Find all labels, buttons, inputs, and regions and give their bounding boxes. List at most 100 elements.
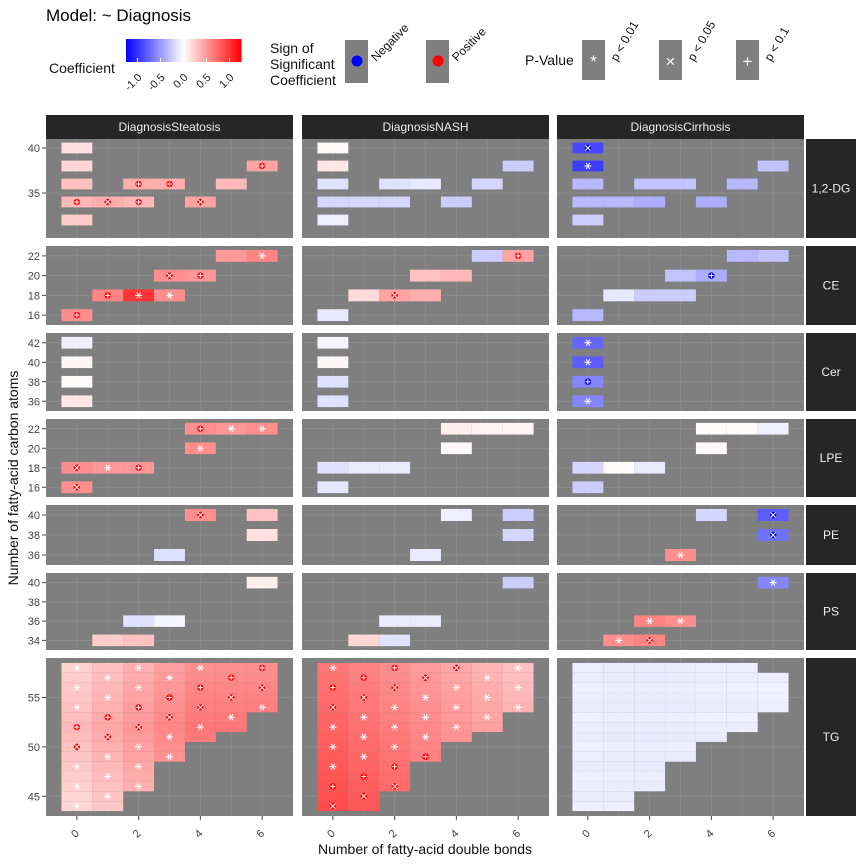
- heatmap-cell: [471, 662, 503, 673]
- colorbar-segment: [206, 39, 209, 62]
- column-strip-label: DiagnosisNASH: [382, 120, 468, 134]
- significance-marker: [329, 763, 337, 770]
- heatmap-cell: [410, 178, 441, 190]
- heatmap-cell: [502, 672, 534, 683]
- heatmap-cell: [154, 615, 185, 627]
- legend-pvalue-key: [659, 40, 682, 80]
- heatmap-cell: [348, 461, 380, 474]
- heatmap-cell: [471, 702, 503, 713]
- heatmap-cell: [317, 692, 349, 703]
- colorbar-segment: [136, 39, 139, 62]
- heatmap-cell: [379, 692, 411, 703]
- significance-marker: [391, 783, 398, 790]
- heatmap-cell: [61, 356, 93, 369]
- heatmap-cell: [726, 422, 758, 435]
- heatmap-cell: [695, 509, 727, 521]
- significance-marker: [196, 444, 204, 452]
- significance-marker: [135, 180, 142, 188]
- significance-marker: [228, 674, 235, 681]
- heatmap-cell: [348, 801, 380, 812]
- significance-marker: [104, 714, 111, 721]
- heatmap-cell: [123, 634, 155, 647]
- column-strip: [557, 115, 804, 139]
- colorbar-segment: [161, 39, 164, 62]
- significance-marker: [73, 783, 81, 790]
- heatmap-cell: [603, 771, 635, 782]
- heatmap-cell: [757, 422, 789, 435]
- colorbar-segment: [151, 39, 154, 62]
- heatmap-cell: [603, 712, 635, 723]
- heatmap-cell: [634, 781, 666, 792]
- legend-pvalue-symbol: ×: [666, 52, 676, 71]
- heatmap-cell: [440, 692, 472, 703]
- column-strip: [46, 115, 293, 139]
- y-tick-label: 38: [28, 377, 40, 389]
- heatmap-cell: [246, 529, 278, 541]
- heatmap-cell: [410, 702, 441, 713]
- significance-marker: [104, 753, 112, 761]
- colorbar-segment: [193, 39, 197, 62]
- x-tick-label: 0: [69, 828, 82, 841]
- colorbar-tick-label: 1.0: [217, 72, 236, 91]
- heatmap-cell: [695, 662, 727, 673]
- marker-stroke: [229, 425, 234, 433]
- significance-marker: [73, 684, 81, 691]
- row-strip: [806, 505, 856, 565]
- marker-stroke: [360, 694, 367, 701]
- marker-stroke: [454, 704, 459, 711]
- x-tick-label: 6: [254, 828, 267, 841]
- significance-marker: [391, 664, 398, 672]
- heatmap-cell: [215, 722, 247, 733]
- legend-pvalue-title: P-Value: [525, 52, 574, 68]
- y-axis-title: Number of fatty-acid carbon atoms: [5, 371, 21, 586]
- colorbar-segment: [236, 39, 239, 62]
- significance-marker: [677, 551, 684, 559]
- legend-sign-title: Coefficient: [270, 72, 336, 88]
- marker-stroke: [392, 723, 397, 731]
- y-tick-label: 36: [28, 616, 40, 628]
- colorbar-segment: [131, 39, 134, 62]
- heatmap-cell: [634, 722, 666, 733]
- colorbar-segment: [128, 39, 132, 62]
- heatmap-cell: [757, 702, 789, 713]
- colorbar-segment: [158, 39, 162, 62]
- marker-stroke: [74, 704, 80, 711]
- significance-marker: [329, 802, 337, 810]
- significance-marker: [422, 753, 429, 760]
- significance-marker: [329, 723, 337, 731]
- significance-marker: [135, 684, 143, 691]
- colorbar-segment: [198, 39, 202, 62]
- significance-marker: [73, 802, 81, 810]
- heatmap-cell: [317, 461, 349, 474]
- marker-stroke: [259, 684, 265, 691]
- heatmap-cell: [61, 160, 93, 172]
- heatmap-cell: [603, 741, 635, 752]
- y-tick-label: 40: [28, 357, 40, 369]
- significance-marker: [422, 674, 429, 681]
- heatmap-cell: [695, 442, 727, 455]
- x-tick-label: 4: [449, 828, 462, 841]
- legend-sign-dot: [351, 55, 363, 67]
- marker-stroke: [197, 512, 204, 518]
- heatmap-cell: [603, 702, 635, 713]
- heatmap-cell: [348, 196, 380, 208]
- heatmap-cell: [317, 712, 349, 723]
- heatmap-cell: [572, 214, 604, 226]
- y-tick-label: 34: [28, 635, 40, 647]
- marker-stroke: [197, 704, 204, 711]
- significance-marker: [483, 674, 491, 682]
- heatmap-cell: [695, 196, 727, 208]
- significance-marker: [135, 723, 142, 731]
- heatmap-cell: [471, 249, 503, 262]
- significance-marker: [329, 664, 337, 672]
- significance-marker: [227, 425, 235, 433]
- y-tick-label: 16: [28, 310, 40, 322]
- marker-stroke: [585, 358, 591, 366]
- heatmap-cell: [317, 142, 349, 154]
- heatmap-cell: [572, 178, 604, 190]
- marker-stroke: [515, 704, 521, 711]
- y-tick-label: 20: [28, 443, 40, 455]
- significance-marker: [584, 162, 592, 170]
- colorbar-segment: [186, 39, 189, 62]
